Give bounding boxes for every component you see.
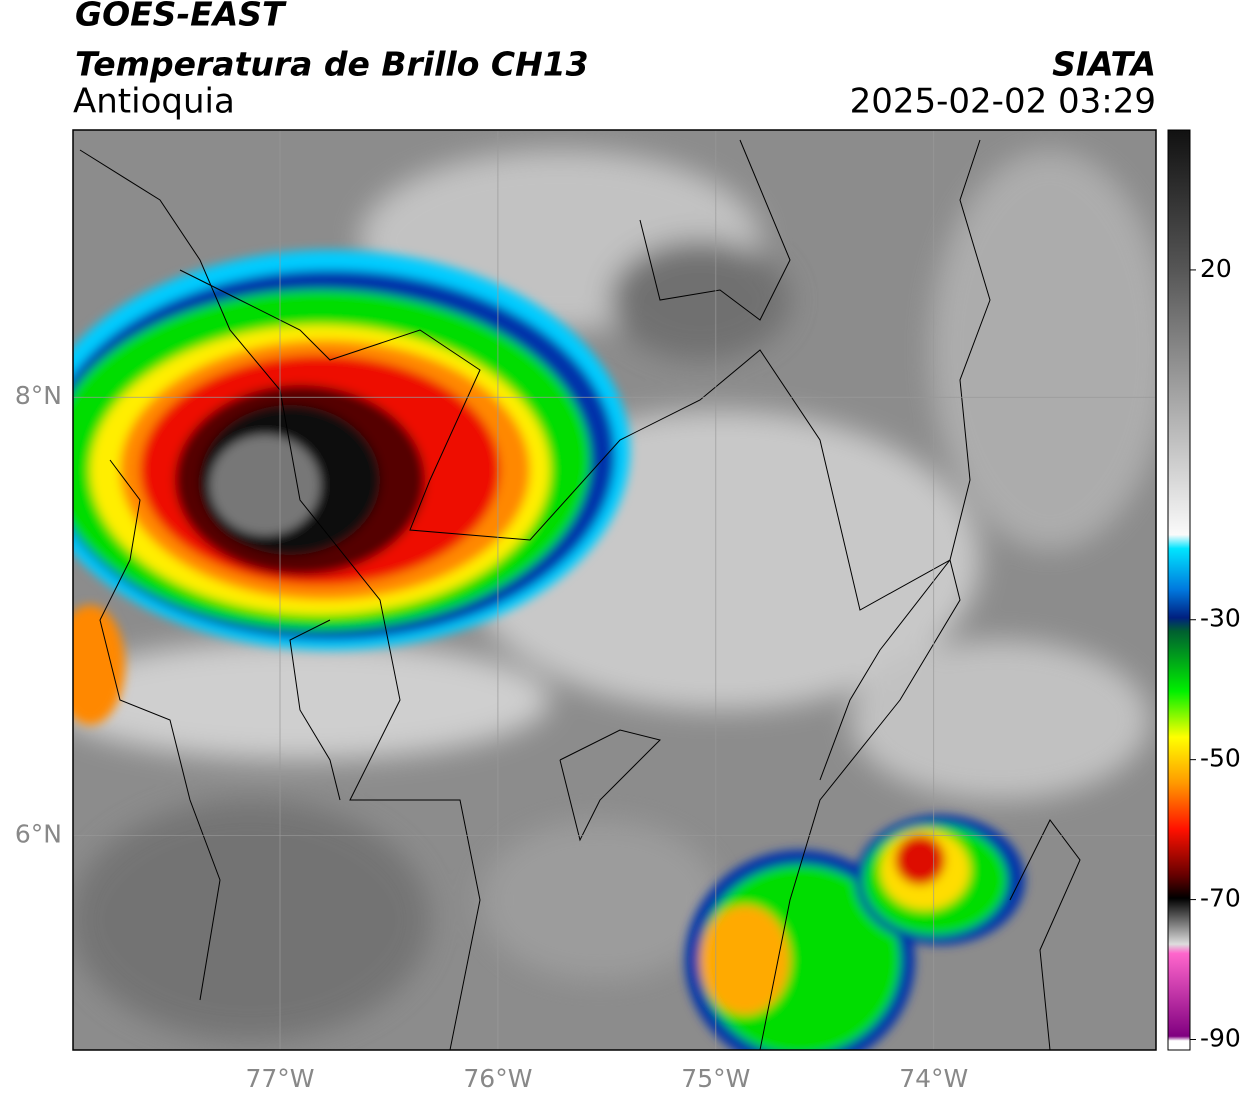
region: Antioquia <box>73 82 235 122</box>
colorbar-tick-label: -90 <box>1200 1024 1241 1053</box>
datetime: 2025-02-02 03:29 <box>850 82 1156 122</box>
colorbar-tick-label: -50 <box>1200 744 1241 773</box>
product-title: Temperatura de Brillo CH13 <box>75 45 589 84</box>
agency: SIATA <box>1052 45 1156 84</box>
lat-tick-label: 6°N <box>15 819 62 848</box>
map-frame <box>72 129 1157 1051</box>
grid <box>73 130 1156 1050</box>
lon-tick-label: 75°W <box>681 1064 750 1093</box>
colorbar-tick-label: -70 <box>1200 884 1241 913</box>
satellite-image <box>73 130 1156 1050</box>
lon-tick-label: 74°W <box>899 1064 968 1093</box>
lon-tick-label: 76°W <box>463 1064 532 1093</box>
lon-tick-label: 77°W <box>245 1064 314 1093</box>
satellite-title: GOES-EAST <box>75 0 287 34</box>
lat-tick-label: 8°N <box>15 381 62 410</box>
colorbar <box>1167 129 1191 1051</box>
colorbar-tick-label: -30 <box>1200 604 1241 633</box>
colorbar-tick-label: 20 <box>1200 254 1232 283</box>
